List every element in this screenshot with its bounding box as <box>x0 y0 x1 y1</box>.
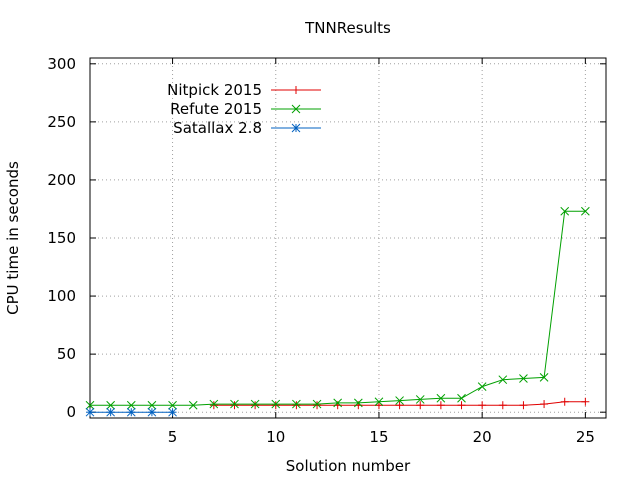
data-point <box>292 399 301 409</box>
x-tick-label: 15 <box>369 428 388 446</box>
data-point <box>312 399 322 409</box>
plot-frame <box>89 57 607 419</box>
data-point <box>395 396 404 405</box>
data-point <box>395 401 404 410</box>
data-point <box>188 400 198 410</box>
data-point <box>457 401 466 410</box>
legend-label: Nitpick 2015 <box>167 81 262 99</box>
data-point <box>126 400 136 410</box>
legend-entry-refute-2015: Refute 2015 <box>170 100 321 118</box>
x-tick-label: 25 <box>576 428 595 446</box>
data-point <box>498 375 508 385</box>
data-point <box>271 401 280 410</box>
data-point <box>147 407 157 417</box>
series-nitpick-2015 <box>209 397 590 410</box>
data-point <box>519 374 528 383</box>
data-point <box>374 401 383 410</box>
legend-entry-nitpick-2015: Nitpick 2015 <box>167 81 321 99</box>
data-series <box>85 206 590 417</box>
data-point <box>498 401 507 410</box>
data-point <box>147 400 157 410</box>
y-tick-label: 300 <box>47 55 76 73</box>
y-tick-label: 200 <box>47 171 76 189</box>
y-tick-label: 100 <box>47 287 76 305</box>
chart-title: TNNResults <box>304 19 391 37</box>
data-point <box>230 399 239 409</box>
data-point <box>313 401 322 410</box>
x-tick-label: 20 <box>473 428 492 446</box>
grid-lines <box>90 58 606 418</box>
x-axis-label: Solution number <box>286 457 411 475</box>
data-point <box>581 397 590 406</box>
data-point <box>415 395 425 404</box>
data-point <box>209 401 218 410</box>
data-point <box>560 397 569 406</box>
x-tick-label: 10 <box>266 428 285 446</box>
data-point <box>271 399 281 409</box>
data-point <box>168 407 177 417</box>
data-point <box>477 382 487 391</box>
data-point <box>333 398 343 408</box>
data-point <box>291 104 301 114</box>
data-point <box>374 397 384 407</box>
data-point <box>209 399 219 409</box>
data-point <box>292 401 301 410</box>
data-point <box>85 400 95 410</box>
data-point <box>581 206 590 216</box>
y-tick-label: 250 <box>47 113 76 131</box>
data-point <box>126 407 136 417</box>
data-point <box>519 401 528 410</box>
legend-label: Refute 2015 <box>170 100 262 118</box>
data-point <box>85 407 95 417</box>
data-point <box>251 401 260 410</box>
data-point <box>353 398 363 408</box>
data-point <box>457 393 466 403</box>
data-point <box>540 400 549 409</box>
data-point <box>436 401 445 410</box>
data-point <box>436 393 446 403</box>
y-axis-label: CPU time in seconds <box>4 161 22 315</box>
legend-entry-satallax-2-8: Satallax 2.8 <box>173 119 321 137</box>
y-tick-label: 0 <box>66 403 76 421</box>
legend-label: Satallax 2.8 <box>173 119 262 137</box>
data-point <box>250 399 260 409</box>
data-point <box>478 401 487 410</box>
series-line-refute-2015 <box>90 210 586 406</box>
data-point <box>292 86 300 94</box>
data-point <box>291 123 301 133</box>
series-refute-2015 <box>85 206 590 410</box>
series-satallax-2-8 <box>85 407 177 417</box>
x-tick-label: 5 <box>168 428 178 446</box>
data-point <box>106 407 115 417</box>
y-tick-label: 150 <box>47 229 76 247</box>
y-tick-label: 50 <box>57 345 76 363</box>
data-point <box>230 401 239 410</box>
data-point <box>539 373 549 382</box>
data-point <box>560 206 570 216</box>
data-point <box>168 400 177 410</box>
data-point <box>416 401 425 410</box>
data-point <box>106 400 115 410</box>
